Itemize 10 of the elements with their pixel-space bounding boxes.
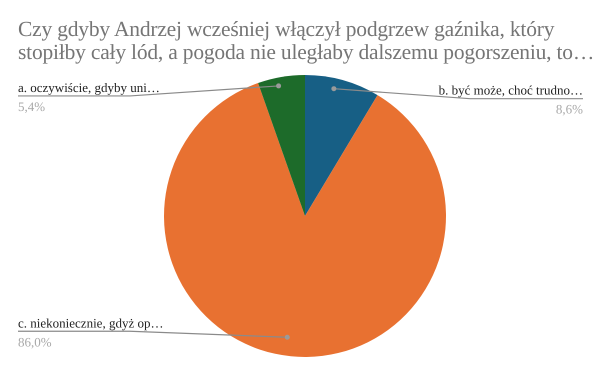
data-label: 5,4% bbox=[18, 98, 46, 114]
chart-title: Czy gdyby Andrzej wcześniej włączył podgrzew gaźnika, który stopiłby cały lód, a pogoda nie uległaby dalszemu pogorszeniu, to… bbox=[18, 17, 596, 64]
data-label: 86,0% bbox=[18, 334, 52, 350]
pie-slice bbox=[305, 75, 378, 216]
data-label: 8,6% bbox=[556, 102, 584, 117]
pie-slice bbox=[164, 83, 446, 357]
slice-label: a. oczywiście, gdyby uni… bbox=[18, 80, 160, 95]
slice-label: c. niekoniecznie, gdyż op… bbox=[18, 315, 164, 330]
slice-label: b. być może, choć trudno… bbox=[438, 82, 583, 98]
pie-slice bbox=[258, 75, 305, 216]
